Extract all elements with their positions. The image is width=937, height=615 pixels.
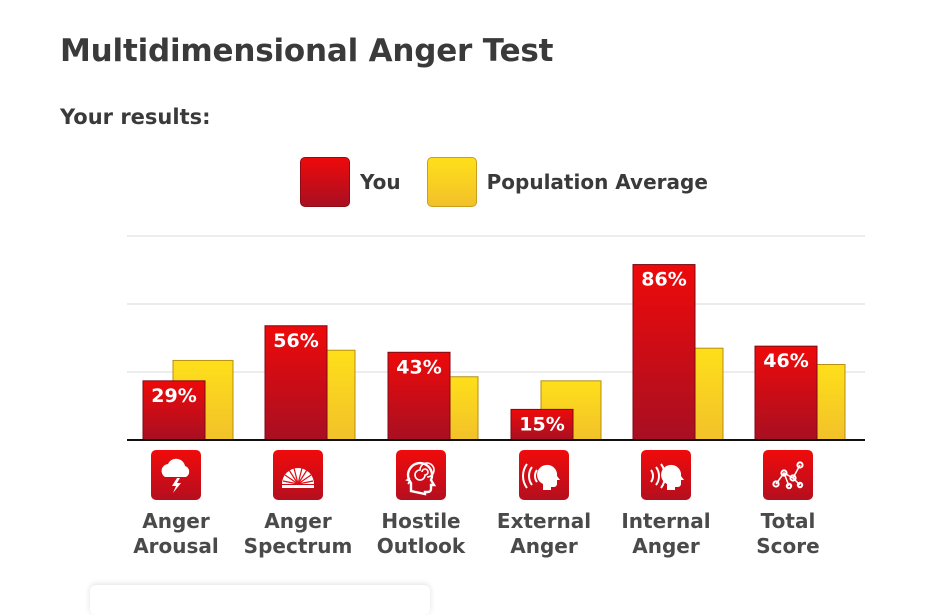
category-label-2: Anger Spectrum	[243, 509, 353, 558]
bar-you-3	[387, 351, 451, 441]
legend-label-you: You	[360, 170, 401, 194]
page-title: Multidimensional Anger Test	[60, 33, 554, 69]
speaking-head-outward-icon	[519, 450, 569, 500]
chart-legend: You Population Average	[300, 157, 734, 207]
storm-cloud-icon	[151, 450, 201, 500]
legend-swatch-average	[426, 157, 477, 207]
legend-swatch-you	[300, 157, 350, 207]
bottom-card	[90, 585, 430, 615]
bar-value-label-2: 56%	[273, 330, 318, 352]
bar-value-label-5: 86%	[641, 269, 686, 291]
category-label-5: Internal Anger	[621, 509, 711, 558]
legend-item-average: Population Average	[426, 157, 708, 207]
bar-value-label-3: 43%	[396, 356, 441, 378]
bar-value-label-6: 46%	[763, 350, 808, 372]
bar-chart: 29% 56% 43% 15% 86% 46%	[127, 235, 865, 441]
category-label-3: Hostile Outlook	[376, 509, 466, 558]
legend-label-average: Population Average	[486, 170, 708, 194]
head-spiral-icon	[396, 450, 446, 500]
bar-you-5	[632, 264, 696, 441]
category-label-4: External Anger	[496, 509, 592, 558]
results-subtitle: Your results:	[60, 105, 211, 129]
spectrum-fan-icon	[273, 450, 323, 500]
listening-head-inward-icon	[641, 450, 691, 500]
category-label-1: Anger Arousal	[133, 509, 219, 558]
bar-value-label-4: 15%	[519, 413, 564, 435]
bar-you-6	[754, 345, 818, 441]
bar-value-label-1: 29%	[151, 385, 196, 407]
category-label-6: Total Score	[756, 509, 820, 558]
connected-dots-icon	[763, 450, 813, 500]
bar-you-1	[142, 380, 206, 441]
legend-item-you: You	[300, 157, 401, 207]
bar-you-4	[510, 408, 574, 441]
